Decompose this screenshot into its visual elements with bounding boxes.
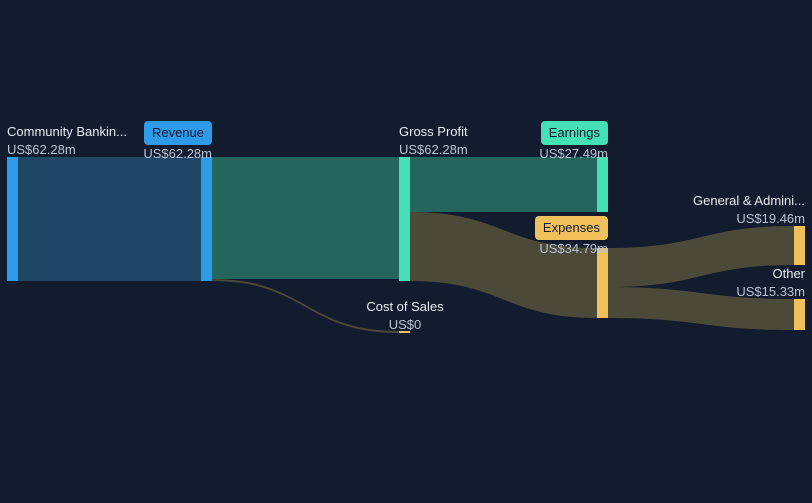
flow-community_banking-to-revenue	[18, 157, 201, 281]
node-cost_of_sales[interactable]	[399, 331, 410, 333]
flow-gross_profit-to-expenses	[410, 212, 597, 318]
flow-revenue-to-cost_of_sales	[212, 279, 399, 333]
flow-revenue-to-gross_profit	[212, 157, 399, 279]
node-revenue[interactable]	[201, 157, 212, 281]
node-gross_profit[interactable]	[399, 157, 410, 281]
flow-gross_profit-to-earnings	[410, 157, 597, 212]
flow-expenses-to-general_admin	[608, 226, 794, 287]
node-expenses[interactable]	[597, 248, 608, 318]
node-earnings[interactable]	[597, 157, 608, 212]
node-other[interactable]	[794, 299, 805, 330]
node-general_admin[interactable]	[794, 226, 805, 265]
node-community_banking[interactable]	[7, 157, 18, 281]
flow-expenses-to-other	[608, 287, 794, 330]
sankey-chart	[0, 0, 812, 503]
